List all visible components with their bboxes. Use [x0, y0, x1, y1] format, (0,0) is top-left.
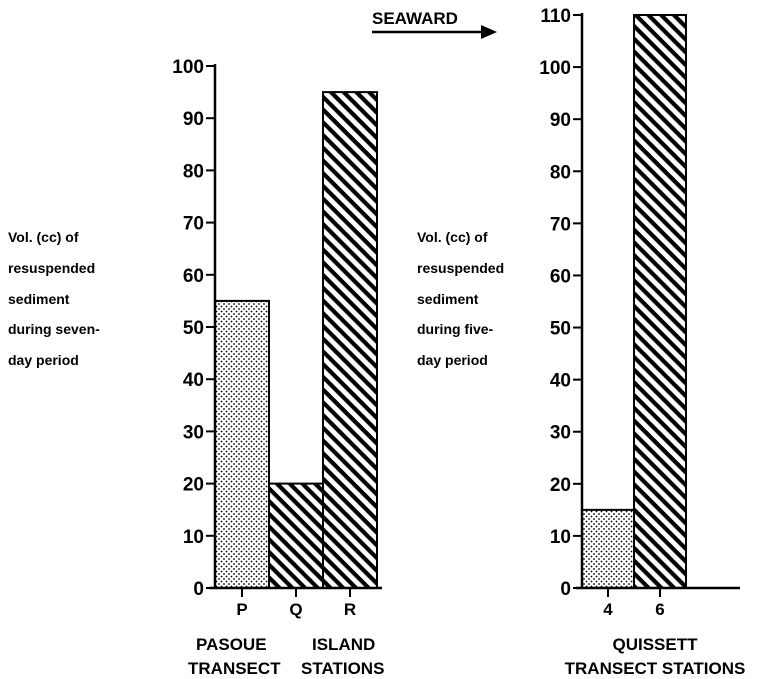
x-title-word: ISLAND	[312, 635, 375, 654]
bar-r	[322, 91, 378, 589]
y-tick-label: 60	[183, 266, 204, 287]
y-label-line: sediment	[417, 291, 479, 307]
y-tick-label: 80	[183, 161, 204, 182]
y-tick-label: 40	[183, 370, 204, 391]
y-label-line: Vol. (cc) of	[8, 229, 79, 245]
y-label-line: sediment	[8, 291, 70, 307]
y-label-line: during seven-	[8, 321, 100, 337]
y-tick-label: 50	[183, 318, 204, 339]
y-tick-label: 100	[172, 57, 204, 78]
y-label-line: resuspended	[8, 260, 95, 276]
y-tick-label: 60	[550, 266, 571, 287]
y-tick-label: 70	[183, 214, 204, 235]
bar-4	[581, 508, 635, 590]
y-tick-label: 30	[550, 423, 571, 444]
seaward-label: SEAWARD	[372, 9, 458, 28]
x-tick-label: 4	[603, 600, 613, 619]
y-tick-label: 30	[183, 422, 204, 443]
seaward-arrow-head	[481, 25, 497, 39]
bar-q	[268, 482, 324, 590]
y-label-line: day period	[8, 352, 79, 368]
pasque-x-axis-title: PASOUE ISLAND TRANSECT STATIONS	[188, 635, 384, 678]
y-tick-label: 70	[550, 214, 571, 235]
y-tick-label: 110	[540, 6, 571, 27]
y-tick-label: 0	[560, 579, 571, 600]
y-tick-label: 90	[550, 110, 571, 131]
x-title-word: PASOUE	[196, 635, 267, 654]
y-label-line: day period	[417, 352, 488, 368]
y-tick-label: 0	[193, 579, 204, 600]
quissett-chart: Vol. (cc) of resuspended sediment during…	[417, 6, 745, 678]
y-tick-label: 20	[550, 475, 571, 496]
quissett-x-axis-title: QUISSETT TRANSECT STATIONS	[565, 635, 746, 678]
y-tick-label: 10	[183, 527, 204, 548]
x-title-line: QUISSETT	[612, 635, 698, 654]
x-title-line: TRANSECT STATIONS	[565, 659, 746, 678]
y-label-line: Vol. (cc) of	[417, 229, 488, 245]
y-tick-label: 40	[550, 371, 571, 392]
y-tick-label: 10	[550, 527, 571, 548]
bar-6	[633, 14, 687, 589]
quissett-y-axis-label: Vol. (cc) of resuspended sediment during…	[417, 229, 504, 368]
pasque-island-chart: Vol. (cc) of resuspended sediment during…	[8, 57, 384, 678]
y-label-line: resuspended	[417, 260, 504, 276]
bar-p	[214, 299, 270, 589]
y-tick-label: 50	[550, 319, 571, 340]
x-title-word: TRANSECT	[188, 659, 281, 678]
y-tick-label: 20	[183, 475, 204, 496]
x-tick-label: P	[236, 600, 247, 619]
y-tick-label: 100	[539, 58, 571, 79]
y-tick-label: 90	[183, 109, 204, 130]
x-tick-label: R	[344, 600, 356, 619]
x-title-word: STATIONS	[301, 659, 384, 678]
y-label-line: during five-	[417, 321, 494, 337]
seaward-annotation: SEAWARD	[372, 9, 497, 39]
x-tick-label: Q	[289, 600, 302, 619]
pasque-y-axis-label: Vol. (cc) of resuspended sediment during…	[8, 229, 100, 368]
x-tick-label: 6	[655, 600, 664, 619]
y-tick-label: 80	[550, 162, 571, 183]
